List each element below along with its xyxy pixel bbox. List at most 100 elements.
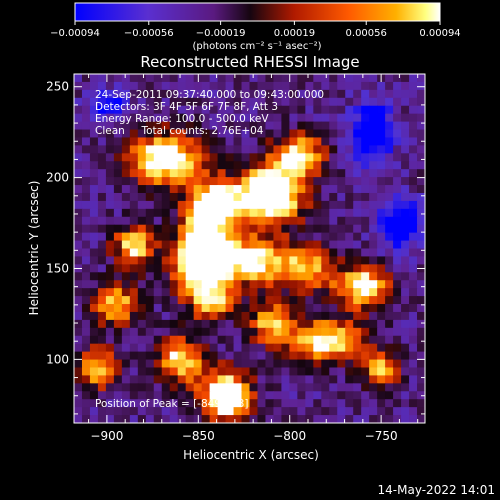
heatmap-pixel [377,169,386,178]
heatmap-pixel [121,383,131,392]
heatmap-pixel [297,240,306,250]
heatmap-pixel [89,89,99,99]
heatmap-pixel [169,280,179,289]
heatmap-pixel [289,185,298,194]
heatmap-pixel [281,224,290,234]
heatmap-pixel [201,224,211,234]
heatmap-pixel [329,335,338,345]
heatmap-pixel [265,248,275,258]
heatmap-pixel [297,327,306,337]
heatmap-pixel [113,177,123,186]
heatmap-pixel [193,113,203,123]
heatmap-pixel [321,216,330,226]
heatmap-pixel [241,248,251,258]
heatmap-pixel [329,256,338,265]
heatmap-pixel [361,74,370,83]
heatmap-pixel [185,121,195,131]
heatmap-pixel [321,375,330,384]
heatmap-pixel [369,105,378,115]
heatmap-pixel [161,240,171,250]
heatmap-pixel [89,97,99,107]
heatmap-pixel [321,351,330,361]
heatmap-pixel [137,343,147,353]
heatmap-pixel [385,367,394,377]
heatmap-pixel [129,311,139,321]
heatmap-pixel [217,216,227,226]
heatmap-pixel [377,161,386,170]
heatmap-pixel [257,367,267,377]
heatmap-pixel [225,192,235,202]
heatmap-pixel [313,383,322,392]
heatmap-pixel [89,280,99,289]
heatmap-pixel [233,113,243,123]
heatmap-pixel [97,391,107,400]
heatmap-pixel [265,343,275,353]
heatmap-pixel [241,169,251,178]
heatmap-pixel [265,367,275,377]
heatmap-pixel [153,280,163,289]
heatmap-pixel [89,367,99,377]
heatmap-pixel [97,296,107,305]
heatmap-pixel [81,375,91,384]
heatmap-pixel [289,343,298,353]
heatmap-pixel [105,97,115,107]
heatmap-pixel [97,177,107,186]
heatmap-pixel [161,375,171,384]
heatmap-pixel [201,216,211,226]
heatmap-pixel [393,256,402,265]
heatmap-pixel [273,256,283,265]
heatmap-pixel [121,296,131,305]
heatmap-pixel [289,264,298,273]
heatmap-pixel [393,319,402,329]
heatmap-pixel [209,192,219,202]
heatmap-pixel [353,113,362,123]
heatmap-pixel [401,327,410,337]
heatmap-pixel [297,169,306,178]
heatmap-pixel [217,240,227,250]
heatmap-pixel [89,129,99,139]
heatmap-pixel [121,145,131,154]
heatmap-pixel [369,256,378,265]
heatmap-pixel [74,74,83,83]
heatmap-pixel [249,169,259,178]
heatmap-pixel [417,248,425,258]
heatmap-pixel [369,192,378,202]
heatmap-pixel [297,359,306,369]
heatmap-pixel [177,200,187,210]
heatmap-pixel [281,256,290,265]
heatmap-pixel [217,319,227,329]
heatmap-pixel [369,327,378,337]
heatmap-pixel [153,89,163,99]
heatmap-pixel [97,264,107,273]
heatmap-pixel [97,145,107,154]
heatmap-pixel [81,105,91,115]
heatmap-pixel [233,264,243,273]
heatmap-pixel [329,208,338,218]
heatmap-pixel [321,81,330,91]
heatmap-pixel [81,415,91,423]
heatmap-pixel [121,415,131,423]
heatmap-pixel [97,335,107,345]
heatmap-pixel [345,264,354,273]
heatmap-pixel [74,399,83,408]
heatmap-pixel [329,145,338,154]
heatmap-pixel [297,105,306,115]
heatmap-pixel [337,256,346,265]
heatmap-pixel [97,311,107,321]
heatmap-pixel [361,113,370,123]
heatmap-pixel [74,335,83,345]
heatmap-pixel [81,232,91,242]
heatmap-pixel [113,327,123,337]
heatmap-pixel [249,351,259,361]
heatmap-pixel [177,137,187,146]
heatmap-pixel [257,232,267,242]
heatmap-pixel [193,272,203,281]
heatmap-pixel [289,296,298,305]
heatmap-pixel [305,240,314,250]
heatmap-pixel [401,232,410,242]
heatmap-pixel [273,375,283,384]
heatmap-pixel [177,129,187,139]
heatmap-pixel [345,248,354,258]
heatmap-pixel [121,391,131,400]
heatmap-pixel [353,383,362,392]
